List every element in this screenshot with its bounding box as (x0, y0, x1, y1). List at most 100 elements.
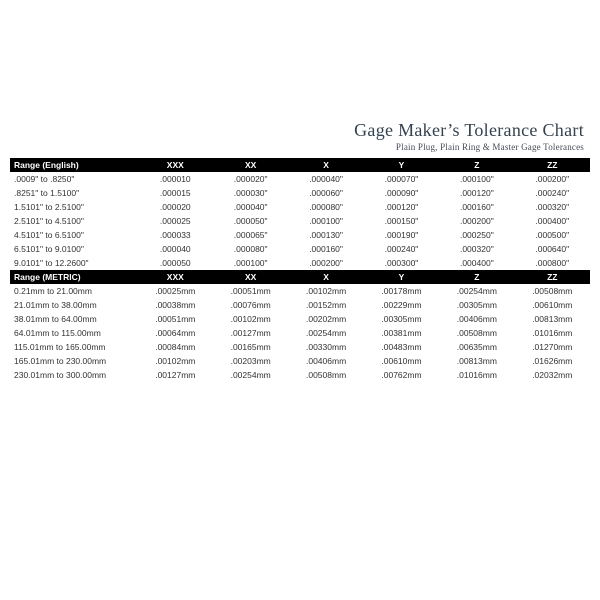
table-row: 4.5101" to 6.5100".000033.000065".000130… (10, 228, 590, 242)
header-range: Range (English) (10, 158, 138, 172)
tolerance-cell: .00127mm (213, 326, 288, 340)
range-cell: 1.5101" to 2.5100" (10, 200, 138, 214)
tolerance-cell: .00305mm (364, 312, 439, 326)
range-cell: .8251" to 1.5100" (10, 186, 138, 200)
tolerance-cell: .000080" (288, 200, 363, 214)
tolerance-cell: .00635mm (439, 340, 514, 354)
header-row-english: Range (English)XXXXXXYZZZ (10, 158, 590, 172)
table-row: 230.01mm to 300.00mm.00127mm.00254mm.005… (10, 368, 590, 382)
tolerance-cell: .000030" (213, 186, 288, 200)
tolerance-cell: .00254mm (439, 284, 514, 298)
tolerance-cell: .000320" (439, 242, 514, 256)
tolerance-cell: .000120" (439, 186, 514, 200)
tolerance-cell: .000040" (213, 200, 288, 214)
header-range: Range (METRIC) (10, 270, 138, 284)
range-cell: 230.01mm to 300.00mm (10, 368, 138, 382)
range-cell: 165.01mm to 230.00mm (10, 354, 138, 368)
tolerance-cell: .00508mm (439, 326, 514, 340)
tolerance-cell: .00762mm (364, 368, 439, 382)
tolerance-cell: .00483mm (364, 340, 439, 354)
tolerance-cell: .000300" (364, 256, 439, 270)
tolerance-cell: .00038mm (138, 298, 213, 312)
tolerance-cell: .000060" (288, 186, 363, 200)
tolerance-cell: .00051mm (213, 284, 288, 298)
tolerance-cell: .000033 (138, 228, 213, 242)
tolerance-cell: .000010 (138, 172, 213, 186)
tolerance-cell: .000020 (138, 200, 213, 214)
tolerance-cell: .00076mm (213, 298, 288, 312)
range-cell: 115.01mm to 165.00mm (10, 340, 138, 354)
tolerance-cell: .00813mm (515, 312, 590, 326)
tolerance-cell: .000080" (213, 242, 288, 256)
tolerance-cell: .01626mm (515, 354, 590, 368)
page: { "title": "Gage Maker’s Tolerance Chart… (0, 0, 600, 600)
tolerance-cell: .00813mm (439, 354, 514, 368)
table-row: 115.01mm to 165.00mm.00084mm.00165mm.003… (10, 340, 590, 354)
tolerance-cell: .00025mm (138, 284, 213, 298)
tolerance-cell: .00508mm (288, 368, 363, 382)
range-cell: 64.01mm to 115.00mm (10, 326, 138, 340)
table-row: 165.01mm to 230.00mm.00102mm.00203mm.004… (10, 354, 590, 368)
header-class-xxx: XXX (138, 270, 213, 284)
tolerance-cell: .000320" (515, 200, 590, 214)
table-row: 1.5101" to 2.5100".000020.000040".000080… (10, 200, 590, 214)
header-class-zz: ZZ (515, 270, 590, 284)
range-cell: 0.21mm to 21.00mm (10, 284, 138, 298)
tolerance-cell: .00102mm (213, 312, 288, 326)
header-class-xx: XX (213, 270, 288, 284)
tolerance-cell: .00254mm (288, 326, 363, 340)
tolerance-cell: .00152mm (288, 298, 363, 312)
tolerance-cell: .000200" (288, 256, 363, 270)
tolerance-cell: .02032mm (515, 368, 590, 382)
tolerance-cell: .00305mm (439, 298, 514, 312)
tolerance-cell: .000400" (439, 256, 514, 270)
table-row: 9.0101" to 12.2600".000050.000100".00020… (10, 256, 590, 270)
range-cell: .0009" to .8250" (10, 172, 138, 186)
tolerance-cell: .000100" (213, 256, 288, 270)
tolerance-cell: .01016mm (515, 326, 590, 340)
tolerance-cell: .000050 (138, 256, 213, 270)
tolerance-cell: .000040" (288, 172, 363, 186)
header-row-metric: Range (METRIC)XXXXXXYZZZ (10, 270, 590, 284)
table-row: 0.21mm to 21.00mm.00025mm.00051mm.00102m… (10, 284, 590, 298)
header-class-xxx: XXX (138, 158, 213, 172)
table-row: 38.01mm to 64.00mm.00051mm.00102mm.00202… (10, 312, 590, 326)
range-cell: 6.5101" to 9.0100" (10, 242, 138, 256)
tolerance-cell: .000015 (138, 186, 213, 200)
table-row: .0009" to .8250".000010.000020".000040".… (10, 172, 590, 186)
header-class-x: X (288, 270, 363, 284)
tolerance-cell: .00165mm (213, 340, 288, 354)
header-class-y: Y (364, 158, 439, 172)
tolerance-cell: .00127mm (138, 368, 213, 382)
tolerance-cell: .00178mm (364, 284, 439, 298)
tolerance-cell: .00203mm (213, 354, 288, 368)
range-cell: 2.5101" to 4.5100" (10, 214, 138, 228)
tolerance-cell: .000190" (364, 228, 439, 242)
tolerance-cell: .00406mm (439, 312, 514, 326)
tolerance-cell: .000150" (364, 214, 439, 228)
tolerance-cell: .000020" (213, 172, 288, 186)
tolerance-cell: .000800" (515, 256, 590, 270)
title-block: Gage Maker’s Tolerance Chart Plain Plug,… (10, 120, 584, 152)
tolerance-cell: .000160" (439, 200, 514, 214)
header-class-x: X (288, 158, 363, 172)
tolerance-cell: .00102mm (138, 354, 213, 368)
tolerance-cell: .000200" (439, 214, 514, 228)
tolerance-cell: .000130" (288, 228, 363, 242)
tolerance-cell: .000050" (213, 214, 288, 228)
page-title: Gage Maker’s Tolerance Chart (10, 120, 584, 141)
tolerance-cell: .000100" (288, 214, 363, 228)
tolerance-cell: .000065" (213, 228, 288, 242)
table-row: 64.01mm to 115.00mm.00064mm.00127mm.0025… (10, 326, 590, 340)
header-class-zz: ZZ (515, 158, 590, 172)
tolerance-cell: .000025 (138, 214, 213, 228)
page-subtitle: Plain Plug, Plain Ring & Master Gage Tol… (10, 142, 584, 152)
tolerance-cell: .00064mm (138, 326, 213, 340)
header-class-z: Z (439, 270, 514, 284)
tolerance-cell: .000070" (364, 172, 439, 186)
tolerance-cell: .00330mm (288, 340, 363, 354)
header-class-y: Y (364, 270, 439, 284)
range-cell: 21.01mm to 38.00mm (10, 298, 138, 312)
tolerance-cell: .000090" (364, 186, 439, 200)
tolerance-cell: .000100" (439, 172, 514, 186)
